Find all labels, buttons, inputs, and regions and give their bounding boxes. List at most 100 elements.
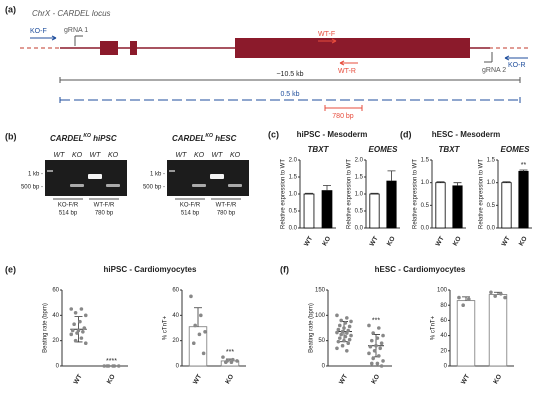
y-tick-label: 1.0 — [289, 192, 298, 198]
band — [228, 184, 242, 187]
data-point — [377, 354, 381, 358]
data-point — [489, 290, 493, 295]
data-point — [461, 303, 465, 308]
y-axis-label: Relative expression to WT — [347, 159, 353, 229]
data-point — [499, 292, 503, 296]
y-axis-label: Beating rate (bpm) — [309, 303, 315, 353]
gel-title: CARDELKO hiPSC — [50, 133, 117, 143]
bar — [303, 193, 315, 229]
span-line — [59, 77, 521, 83]
data-point — [347, 324, 352, 329]
bar — [501, 182, 512, 229]
subplot-title: EOMES — [501, 145, 531, 154]
data-point — [70, 328, 75, 333]
band — [47, 170, 53, 172]
primer-arrow — [318, 38, 337, 44]
data-point — [379, 341, 384, 346]
significance: *** — [372, 317, 380, 324]
data-point — [375, 361, 380, 366]
data-point — [343, 334, 348, 339]
y-tick-label: 1.5 — [289, 175, 298, 181]
panel-label: (a) — [5, 4, 16, 14]
band — [88, 174, 102, 179]
significance: *** — [226, 349, 234, 356]
y-tick-label: 0.0 — [289, 226, 298, 232]
data-point — [223, 360, 228, 365]
panel-label: (b) — [5, 131, 17, 141]
bar — [435, 182, 446, 229]
y-tick-label: 0 — [56, 364, 60, 370]
significance: ** — [521, 162, 527, 169]
data-point — [503, 295, 507, 300]
y-axis-label: Relative expression to WT — [281, 159, 287, 229]
y-tick-label: 80 — [440, 303, 447, 309]
y-tick-label: 20 — [172, 338, 179, 344]
x-tick-label: KO — [518, 235, 529, 247]
grna: gRNA 1 — [64, 27, 88, 34]
lane-label: WT — [54, 152, 66, 159]
data-point — [229, 360, 234, 365]
data-point — [83, 313, 88, 318]
band — [210, 174, 224, 179]
data-point — [79, 307, 84, 311]
pair-name: WT-F/R — [94, 203, 115, 209]
error-bar — [436, 181, 445, 183]
significance: **** — [106, 358, 117, 365]
error-bar — [323, 185, 331, 191]
data-point — [375, 336, 380, 340]
data-point — [189, 294, 193, 299]
y-axis-label: Relative expression to WT — [413, 159, 419, 229]
lane-label: KO — [72, 152, 83, 159]
bar — [369, 193, 380, 229]
lane-label: WT — [212, 152, 224, 159]
y-tick-label: 20 — [440, 348, 447, 354]
x-tick-label: WT — [369, 235, 380, 247]
data-point — [102, 364, 107, 368]
error-bar — [502, 181, 511, 183]
data-point — [337, 336, 342, 340]
data-point — [368, 344, 373, 349]
panel-title: hESC - Mesoderm — [432, 130, 500, 139]
x-tick-label: KO — [386, 235, 397, 247]
grna: gRNA 2 — [482, 67, 506, 74]
x-tick-label: WT — [501, 235, 512, 247]
gel — [45, 160, 127, 196]
data-point — [369, 361, 374, 366]
span-label: ~10.5 kb — [276, 71, 303, 78]
x-tick-label: WT — [303, 235, 314, 247]
cell: hESC — [213, 134, 237, 143]
data-point — [336, 327, 341, 332]
y-tick-label: 0.0 — [421, 226, 430, 232]
gene: CARDEL — [172, 134, 205, 143]
pair-name: WT-F/R — [216, 203, 237, 209]
data-point — [203, 330, 207, 334]
y-axis-label: % cTnT+ — [431, 315, 437, 340]
primer: KO-R — [508, 62, 526, 69]
data-point — [377, 326, 381, 330]
data-point — [339, 318, 343, 323]
data-point — [337, 323, 342, 328]
band — [70, 184, 84, 187]
pair-name: KO-F/R — [58, 203, 79, 209]
data-point — [75, 331, 79, 335]
y-tick-label: 40 — [172, 313, 179, 319]
y-tick-label: 0.5 — [487, 203, 496, 209]
error-bar — [194, 307, 202, 327]
data-point — [111, 364, 115, 368]
y-tick-label: 0.0 — [487, 226, 496, 232]
error-bar — [387, 170, 396, 182]
y-tick-label: 20 — [52, 338, 59, 344]
y-tick-label: 0.5 — [421, 203, 430, 209]
y-tick-label: 0.5 — [289, 209, 298, 215]
y-tick-label: 1.0 — [421, 180, 430, 186]
data-point — [349, 333, 353, 338]
error-bar — [462, 296, 470, 301]
primer: WT-R — [338, 68, 356, 75]
data-point — [342, 338, 346, 343]
data-point — [346, 341, 351, 346]
data-point — [335, 330, 339, 335]
lane-label: WT — [176, 152, 188, 159]
gene: CARDEL — [50, 134, 83, 143]
data-point — [335, 313, 339, 318]
gel-title: CARDELKO hESC — [172, 133, 237, 143]
